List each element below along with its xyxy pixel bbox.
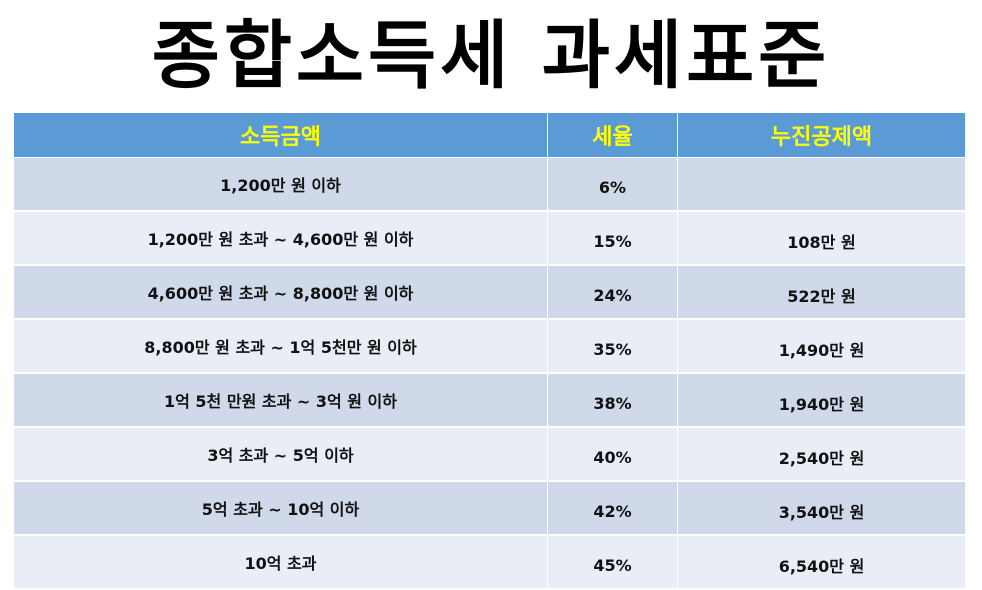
income-cell: 1,200만 원 이하: [13, 157, 548, 212]
income-cell: 1억 5천 만원 초과 ~ 3억 원 이하: [13, 373, 548, 428]
deduction-cell: 108만 원: [677, 211, 966, 266]
header-rate: 세율: [547, 112, 678, 158]
rate-cell: 6%: [547, 157, 678, 212]
rate-cell: 40%: [547, 427, 678, 482]
deduction-cell: 6,540만 원: [677, 535, 966, 590]
header-deduction: 누진공제액: [677, 112, 966, 158]
rate-cell: 35%: [547, 319, 678, 374]
deduction-cell: [677, 157, 966, 212]
income-cell: 1,200만 원 초과 ~ 4,600만 원 이하: [13, 211, 548, 266]
rate-cell: 45%: [547, 535, 678, 590]
income-cell: 3억 초과 ~ 5억 이하: [13, 427, 548, 482]
rate-cell: 24%: [547, 265, 678, 320]
table-row: 1억 5천 만원 초과 ~ 3억 원 이하 38% 1,940만 원: [13, 373, 966, 428]
header-income: 소득금액: [13, 112, 548, 158]
rate-cell: 38%: [547, 373, 678, 428]
page-title: 종합소득세 과세표준: [151, 13, 831, 99]
table-row: 5억 초과 ~ 10억 이하 42% 3,540만 원: [13, 481, 966, 536]
income-cell: 4,600만 원 초과 ~ 8,800만 원 이하: [13, 265, 548, 320]
deduction-cell: 3,540만 원: [677, 481, 966, 536]
rate-cell: 15%: [547, 211, 678, 266]
income-cell: 10억 초과: [13, 535, 548, 590]
table-row: 1,200만 원 이하 6%: [13, 157, 966, 212]
table-row: 4,600만 원 초과 ~ 8,800만 원 이하 24% 522만 원: [13, 265, 966, 320]
table-row: 8,800만 원 초과 ~ 1억 5천만 원 이하 35% 1,490만 원: [13, 319, 966, 374]
deduction-cell: 1,490만 원: [677, 319, 966, 374]
table-row: 1,200만 원 초과 ~ 4,600만 원 이하 15% 108만 원: [13, 211, 966, 266]
table-row: 3억 초과 ~ 5억 이하 40% 2,540만 원: [13, 427, 966, 482]
income-cell: 5억 초과 ~ 10억 이하: [13, 481, 548, 536]
deduction-cell: 522만 원: [677, 265, 966, 320]
deduction-cell: 1,940만 원: [677, 373, 966, 428]
income-cell: 8,800만 원 초과 ~ 1억 5천만 원 이하: [13, 319, 548, 374]
deduction-cell: 2,540만 원: [677, 427, 966, 482]
table-row: 10억 초과 45% 6,540만 원: [13, 535, 966, 590]
tax-rate-table: 소득금액 세율 누진공제액 1,200만 원 이하 6% 1,200만 원 초과…: [13, 112, 966, 590]
table-header-row: 소득금액 세율 누진공제액: [13, 112, 966, 158]
rate-cell: 42%: [547, 481, 678, 536]
